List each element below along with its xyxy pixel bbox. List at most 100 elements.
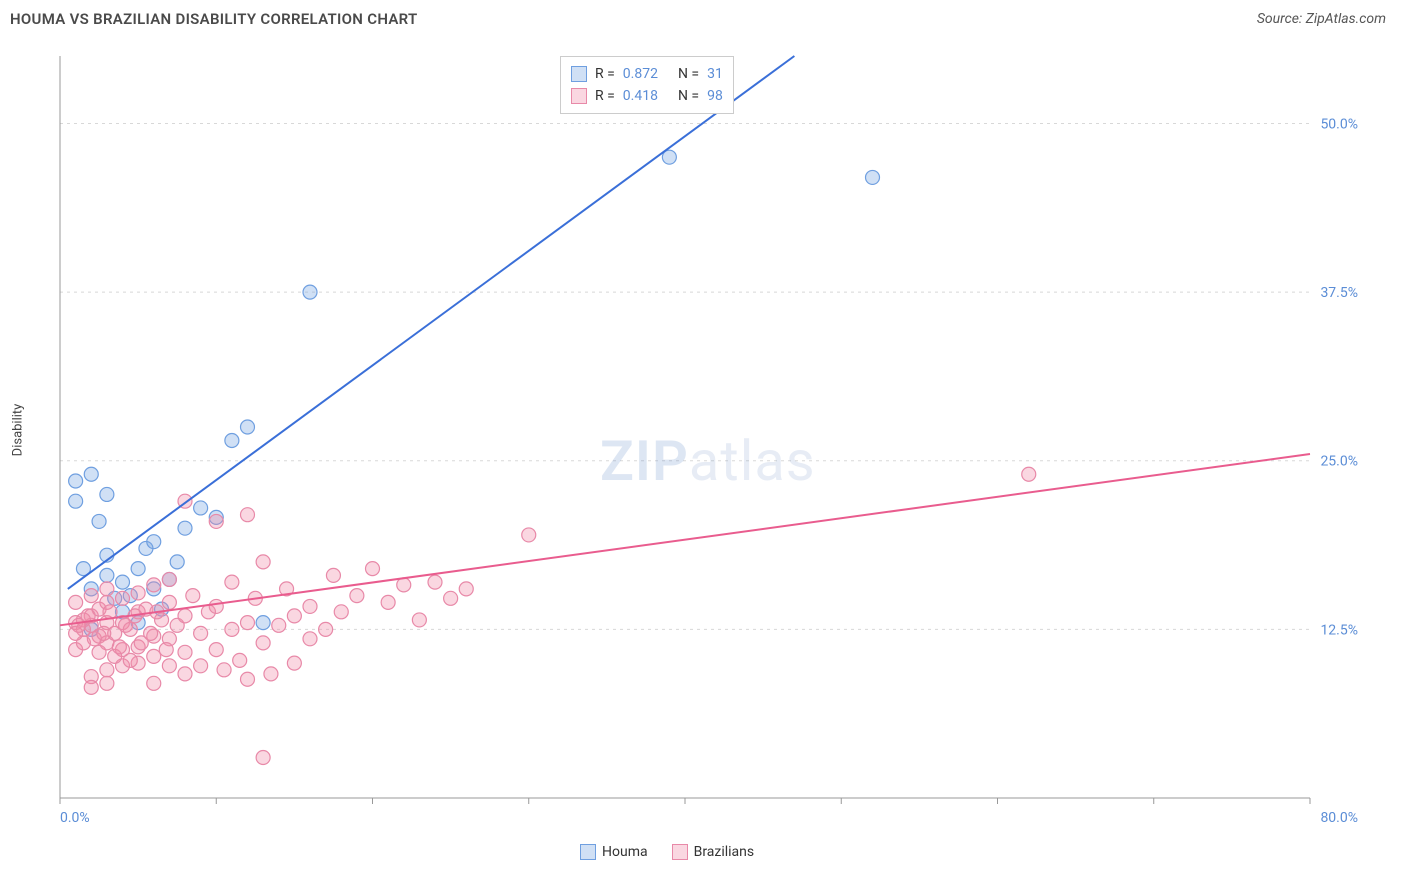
legend-r-label: R = xyxy=(595,85,615,107)
legend-r-label: R = xyxy=(595,63,615,85)
data-point xyxy=(162,572,176,586)
legend-n-value: 98 xyxy=(707,85,723,107)
ytick-label: 50.0% xyxy=(1320,116,1358,132)
data-point xyxy=(326,568,340,582)
data-point xyxy=(241,420,255,434)
data-point xyxy=(100,663,114,677)
legend-swatch xyxy=(571,88,587,104)
legend-row: R = 0.872 N = 31 xyxy=(571,63,723,85)
data-point xyxy=(334,605,348,619)
data-point xyxy=(256,751,270,765)
data-point xyxy=(186,589,200,603)
data-point xyxy=(170,555,184,569)
legend-r-value: 0.872 xyxy=(623,63,658,85)
legend-item: Houma xyxy=(580,844,648,860)
data-point xyxy=(84,589,98,603)
legend-label: Houma xyxy=(602,844,648,860)
data-point xyxy=(97,626,111,640)
data-point xyxy=(144,626,158,640)
data-point xyxy=(147,649,161,663)
data-point xyxy=(522,528,536,542)
header-row: HOUMA VS BRAZILIAN DISABILITY CORRELATIO… xyxy=(0,0,1406,28)
data-point xyxy=(84,680,98,694)
data-point xyxy=(397,578,411,592)
ytick-label: 25.0% xyxy=(1320,454,1358,470)
data-point xyxy=(225,433,239,447)
data-point xyxy=(217,663,231,677)
xlabel-left: 0.0% xyxy=(60,810,90,826)
data-point xyxy=(287,609,301,623)
legend-row: R = 0.418 N = 98 xyxy=(571,85,723,107)
data-point xyxy=(233,653,247,667)
xlabel-right: 80.0% xyxy=(1320,810,1358,826)
data-point xyxy=(147,578,161,592)
data-point xyxy=(412,613,426,627)
data-point xyxy=(287,656,301,670)
data-point xyxy=(225,622,239,636)
source-label: Source: ZipAtlas.com xyxy=(1257,11,1386,27)
legend-item: Brazilians xyxy=(672,844,755,860)
data-point xyxy=(256,616,270,630)
data-point xyxy=(303,632,317,646)
data-point xyxy=(209,643,223,657)
legend-n-value: 31 xyxy=(707,63,723,85)
data-point xyxy=(178,521,192,535)
ytick-label: 37.5% xyxy=(1320,285,1358,301)
data-point xyxy=(381,595,395,609)
series-legend: Houma Brazilians xyxy=(580,844,754,860)
data-point xyxy=(866,170,880,184)
data-point xyxy=(131,562,145,576)
data-point xyxy=(459,582,473,596)
data-point xyxy=(194,659,208,673)
data-point xyxy=(147,676,161,690)
data-point xyxy=(303,599,317,613)
data-point xyxy=(444,591,458,605)
data-point xyxy=(69,474,83,488)
data-point xyxy=(131,586,145,600)
data-point xyxy=(178,667,192,681)
trend-line xyxy=(68,56,795,589)
data-point xyxy=(1022,467,1036,481)
chart-title: HOUMA VS BRAZILIAN DISABILITY CORRELATIO… xyxy=(10,10,418,28)
data-point xyxy=(178,645,192,659)
ytick-label: 12.5% xyxy=(1320,622,1358,638)
data-point xyxy=(69,595,83,609)
data-point xyxy=(209,514,223,528)
data-point xyxy=(100,676,114,690)
data-point xyxy=(194,501,208,515)
legend-r-value: 0.418 xyxy=(623,85,658,107)
legend-swatch xyxy=(580,844,596,860)
data-point xyxy=(162,659,176,673)
data-point xyxy=(100,487,114,501)
data-point xyxy=(241,616,255,630)
stats-legend: R = 0.872 N = 31 R = 0.418 N = 98 xyxy=(560,56,734,114)
data-point xyxy=(350,589,364,603)
data-point xyxy=(112,640,126,654)
data-point xyxy=(264,667,278,681)
data-point xyxy=(116,575,130,589)
scatter-plot: 12.5% 25.0% 37.5% 50.0% 0.0% 80.0% xyxy=(50,48,1370,838)
data-point xyxy=(241,508,255,522)
legend-n-label: N = xyxy=(678,63,699,85)
legend-n-label: N = xyxy=(678,85,699,107)
data-point xyxy=(69,494,83,508)
legend-swatch xyxy=(571,66,587,82)
data-point xyxy=(84,467,98,481)
data-point xyxy=(147,535,161,549)
data-point xyxy=(272,618,286,632)
data-point xyxy=(100,582,114,596)
data-point xyxy=(116,591,130,605)
data-point xyxy=(256,555,270,569)
data-point xyxy=(428,575,442,589)
data-point xyxy=(178,609,192,623)
y-axis-label: Disability xyxy=(11,404,26,457)
data-point xyxy=(162,595,176,609)
data-point xyxy=(194,626,208,640)
data-point xyxy=(92,514,106,528)
data-point xyxy=(209,599,223,613)
chart-area: 12.5%25.0%37.5%50.0%0.0%80.0% ZIPatlas R… xyxy=(40,48,1380,838)
data-point xyxy=(159,643,173,657)
data-point xyxy=(123,653,137,667)
data-point xyxy=(100,568,114,582)
legend-swatch xyxy=(672,844,688,860)
